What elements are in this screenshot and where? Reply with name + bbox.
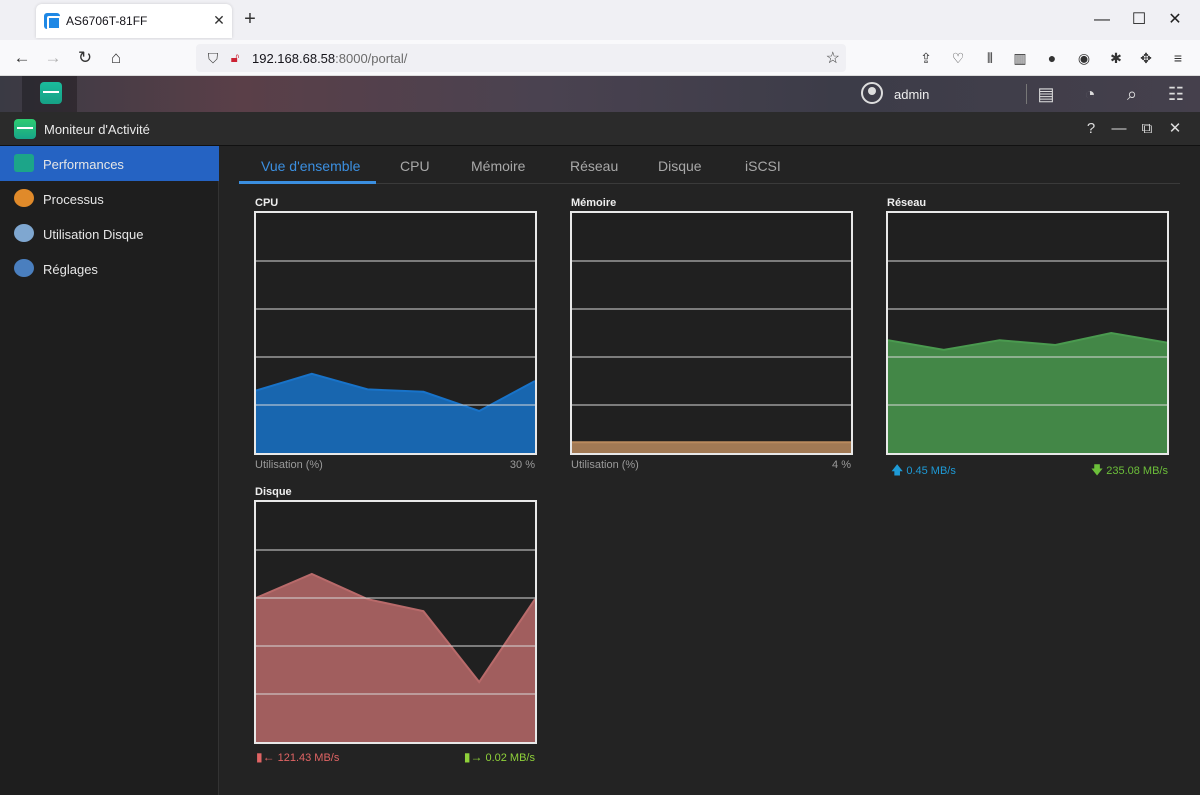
cpu-line [256, 372, 535, 413]
close-icon[interactable]: ✕ [1168, 120, 1182, 137]
nas-username[interactable]: admin [894, 87, 930, 102]
url-bar[interactable]: ⛉ 🔓︎ 192.168.68.58:8000/portal/ ☆ [196, 44, 846, 72]
shield-icon[interactable]: ⛉ [207, 50, 219, 66]
cpu-usage-label: Utilisation (%) [255, 459, 323, 471]
cpu-usage-value: 30 % [509, 459, 535, 471]
library-icon[interactable]: ⫴ [987, 50, 993, 66]
new-tab-button[interactable]: + [244, 8, 256, 30]
restore-icon[interactable]: ⧉ [1141, 120, 1153, 137]
process-icon [14, 189, 34, 207]
tab-cpu[interactable]: CPU [400, 158, 430, 174]
tab-memoire[interactable]: Mémoire [471, 158, 526, 174]
sidebar-item-label: Performances [43, 157, 124, 172]
bookmark-star-icon[interactable]: ☆ [825, 50, 840, 67]
cpu-area [256, 373, 535, 453]
browser-tab[interactable]: AS6706T-81FF ✕ [36, 4, 232, 38]
disk-icon [14, 224, 34, 242]
sidebar-item-performances[interactable]: Performances [0, 146, 219, 181]
home-icon[interactable]: ⌂ [110, 48, 122, 67]
activity-monitor-icon [14, 119, 36, 139]
cpu-panel-title: CPU [255, 197, 279, 209]
network-download-value: 235.08 MB/s [1106, 465, 1168, 477]
memory-usage-label: Utilisation (%) [571, 459, 639, 471]
minimize-icon[interactable]: — [1111, 120, 1127, 137]
network-panel-title: Réseau [887, 197, 927, 209]
disk-read-value: 121.43 MB/s [277, 752, 340, 764]
gear-icon [14, 259, 34, 277]
extension-avatar-icon[interactable]: ◉ [1077, 50, 1091, 66]
window-title: Moniteur d'Activité [44, 122, 150, 137]
disk-panel-title: Disque [255, 486, 292, 498]
window-titlebar[interactable]: Moniteur d'Activité ? — ⧉ ✕ [0, 112, 1200, 146]
extension-fence-icon[interactable]: ▥ [1013, 50, 1027, 66]
back-icon[interactable]: ← [13, 48, 31, 67]
activity-monitor-window: Moniteur d'Activité ? — ⧉ ✕ Performances… [0, 112, 1200, 795]
insecure-lock-icon[interactable]: 🔓︎ [230, 50, 240, 65]
divider [1026, 84, 1027, 104]
extension-balls-icon[interactable]: ● [1047, 50, 1057, 66]
memory-chart [570, 211, 853, 455]
memory-area [572, 442, 851, 453]
disk-write: ▮→ 0.02 MB/s [440, 750, 535, 764]
memory-panel-title: Mémoire [571, 197, 617, 209]
help-icon[interactable]: ? [1086, 120, 1096, 137]
browser-tabbar: AS6706T-81FF ✕ + — ☐ ✕ [0, 0, 1200, 40]
extension-green-icon[interactable]: ✱ [1110, 50, 1122, 66]
cpu-chart [254, 211, 537, 455]
disk-area [256, 574, 535, 742]
pocket-icon[interactable]: ♡ [951, 50, 965, 66]
network-chart [886, 211, 1169, 455]
chart-icon [14, 154, 34, 172]
network-line [888, 331, 1167, 351]
disk-read: ▮← 121.43 MB/s [256, 750, 339, 764]
close-window-button[interactable]: ✕ [1168, 11, 1182, 28]
activity-monitor-taskbar-icon[interactable] [40, 82, 62, 104]
share-icon[interactable]: ⇪ [920, 50, 932, 66]
disk-line [256, 572, 535, 684]
tab-iscsi[interactable]: iSCSI [745, 158, 781, 174]
download-arrow-icon: 🡇︎ [1090, 463, 1104, 477]
maximize-window-button[interactable]: ☐ [1131, 11, 1147, 28]
nas-favicon-icon [44, 13, 61, 30]
sidebar-item-label: Réglages [43, 262, 98, 277]
minimize-window-button[interactable]: — [1094, 11, 1110, 28]
settings-sliders-icon[interactable]: ☷ [1167, 84, 1185, 104]
disk-write-icon: ▮→ [463, 750, 483, 764]
menu-icon[interactable]: ≡ [1173, 50, 1183, 66]
network-area [888, 333, 1167, 453]
sidebar-item-utilisation-disque[interactable]: Utilisation Disque [0, 216, 219, 251]
user-avatar-icon[interactable] [861, 82, 883, 104]
nas-taskbar: admin ▤ ◔ ⌕ ☷ [0, 76, 1200, 112]
tab-reseau[interactable]: Réseau [570, 158, 619, 174]
forward-icon[interactable]: → [44, 48, 62, 67]
disk-read-icon: ▮← [256, 750, 275, 764]
disk-write-value: 0.02 MB/s [485, 752, 535, 764]
tab-vue-ensemble[interactable]: Vue d'ensemble [261, 158, 361, 174]
sidebar-item-reglages[interactable]: Réglages [0, 251, 219, 286]
disk-chart [254, 500, 537, 744]
sidebar: Performances Processus Utilisation Disqu… [0, 146, 219, 795]
sidebar-item-processus[interactable]: Processus [0, 181, 219, 216]
browser-navbar: ← → ↻ ⌂ ⛉ 🔓︎ 192.168.68.58:8000/portal/ … [0, 40, 1200, 76]
browser-tab-title: AS6706T-81FF [66, 14, 148, 28]
tab-disque[interactable]: Disque [658, 158, 702, 174]
tab-bar: Vue d'ensemble CPU Mémoire Réseau Disque… [239, 146, 1180, 184]
sidebar-item-label: Processus [43, 192, 104, 207]
reload-icon[interactable]: ↻ [77, 48, 93, 67]
network-upload: 🡅︎ 0.45 MB/s [891, 461, 956, 482]
active-tab-indicator [239, 181, 376, 184]
dashboard-gauge-icon[interactable]: ◔ [1084, 84, 1096, 104]
sidebar-item-label: Utilisation Disque [43, 227, 144, 242]
url-text[interactable]: 192.168.68.58:8000/portal/ [252, 51, 408, 66]
extension-puzzle-icon[interactable]: ✥ [1140, 50, 1152, 66]
network-upload-value: 0.45 MB/s [906, 465, 956, 477]
message-icon[interactable]: ▤ [1037, 84, 1055, 104]
network-download: 🡇︎ 235.08 MB/s [1060, 461, 1168, 482]
upload-arrow-icon: 🡅︎ [891, 463, 904, 477]
tab-close-icon[interactable]: ✕ [213, 12, 225, 28]
memory-usage-value: 4 % [832, 459, 851, 471]
search-icon[interactable]: ⌕ [1126, 84, 1138, 104]
